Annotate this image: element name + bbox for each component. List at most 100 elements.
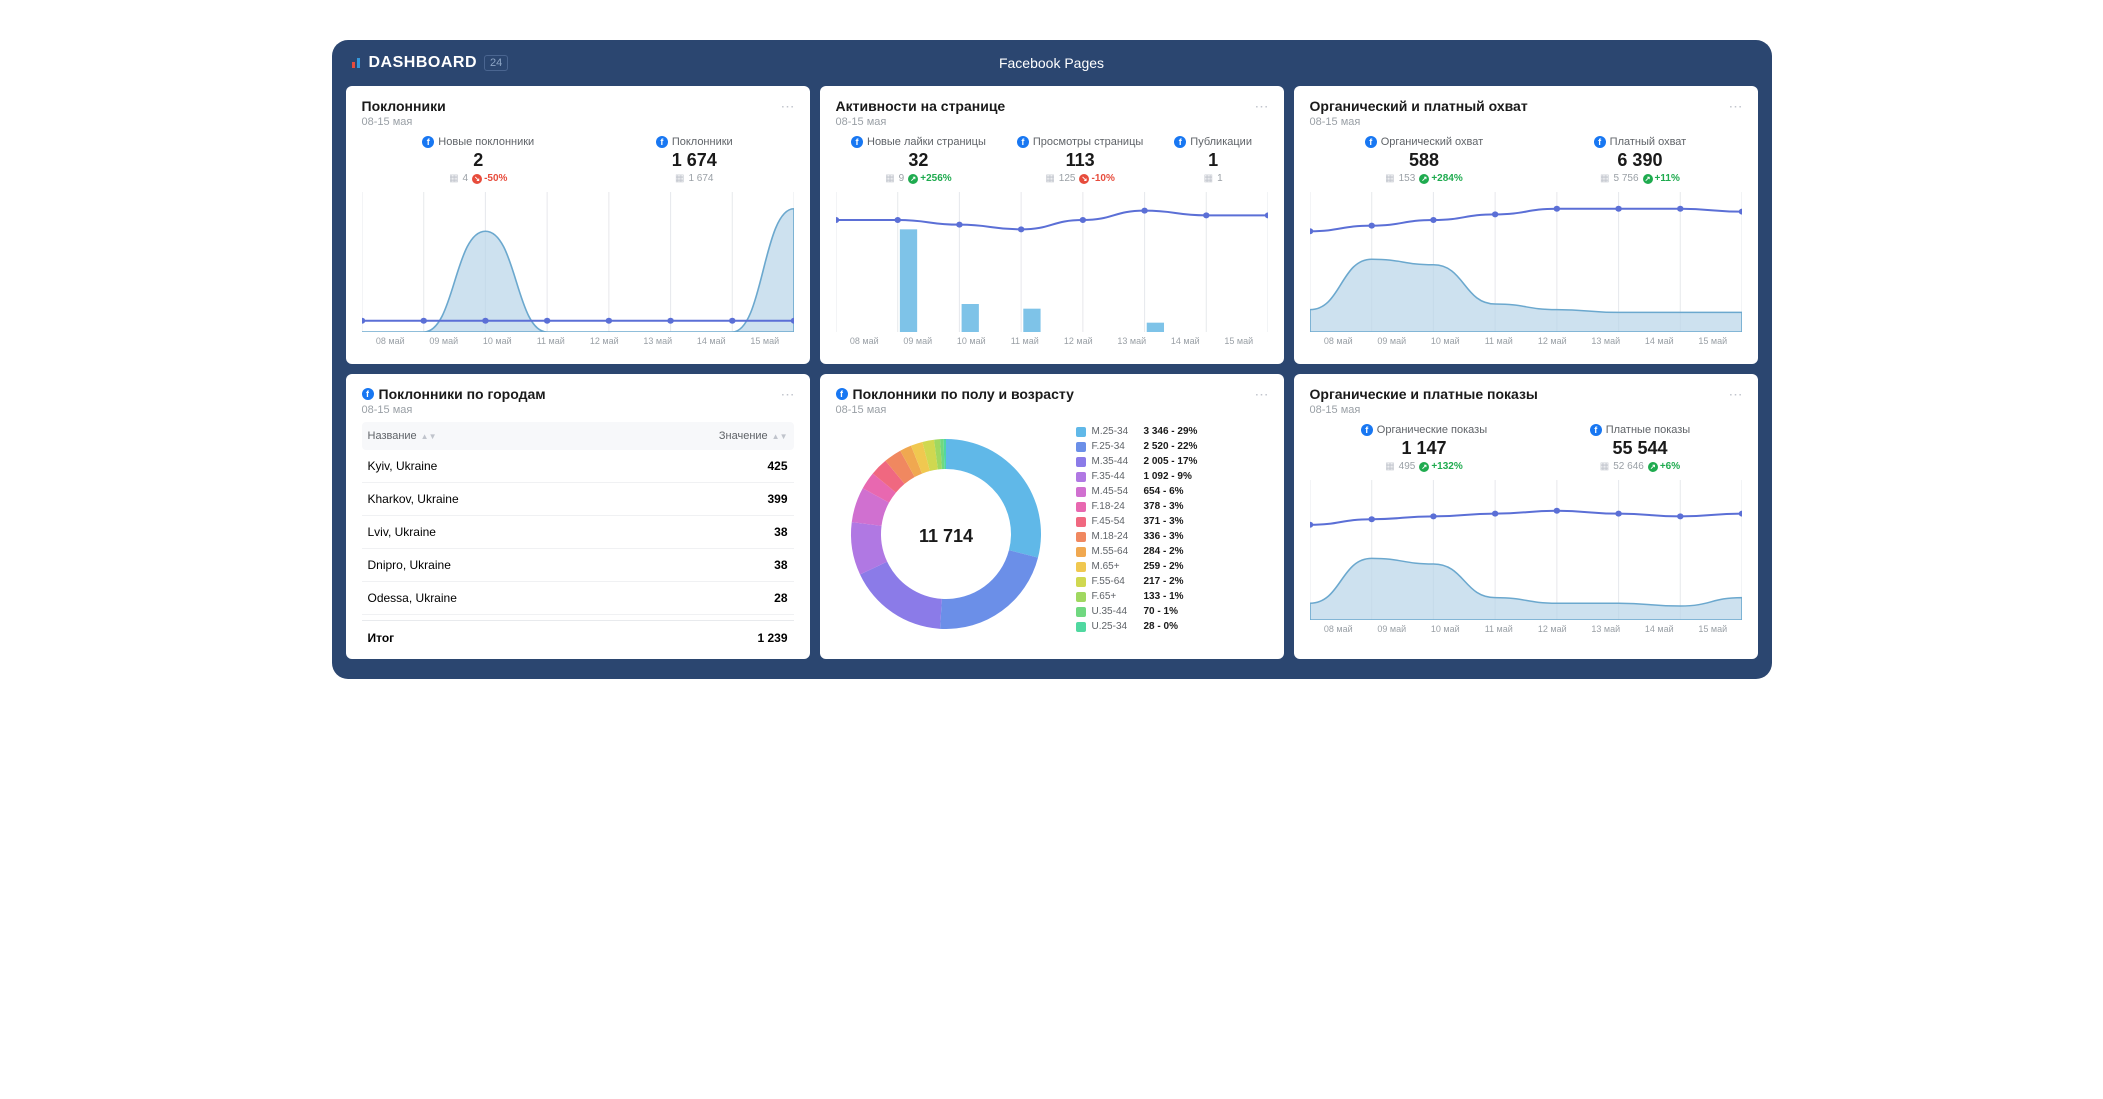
legend-label: M.35-44 [1092, 456, 1138, 467]
legend-label: U.35-44 [1092, 606, 1138, 617]
card-menu-icon[interactable]: ⋯ [1255, 98, 1270, 115]
legend-swatch [1076, 622, 1086, 632]
legend-label: M.45-54 [1092, 486, 1138, 497]
metrics-row: fОрганические показы1 147▦495 ↗+132%fПла… [1310, 424, 1742, 472]
svg-text:11 714: 11 714 [918, 526, 972, 546]
metric: fОрганический охват588▦153 ↗+284% [1365, 136, 1483, 184]
legend-label: F.55-64 [1092, 576, 1138, 587]
legend-value: 70 - 1% [1144, 606, 1178, 617]
card-grid: ⋯ Поклонники 08-15 мая fНовые поклонники… [332, 86, 1772, 659]
donut-container: 11 714 M.25-343 346 - 29%F.25-342 520 - … [836, 424, 1268, 639]
axis-label: 14 май [1633, 624, 1687, 634]
legend-row: U.25-3428 - 0% [1076, 619, 1268, 634]
legend-value: 654 - 6% [1144, 486, 1184, 497]
legend-row: M.18-24336 - 3% [1076, 529, 1268, 544]
donut-legend[interactable]: M.25-343 346 - 29%F.25-342 520 - 22%M.35… [1076, 424, 1268, 634]
legend-label: F.45-54 [1092, 516, 1138, 527]
card-menu-icon[interactable]: ⋯ [781, 386, 796, 403]
card-menu-icon[interactable]: ⋯ [1255, 386, 1270, 403]
card-title: Активности на странице [836, 98, 1268, 114]
row-name: Kyiv, Ukraine [368, 459, 438, 473]
metric-prev: 1 [1217, 173, 1223, 184]
table-row[interactable]: Odessa, Ukraine28 [362, 582, 794, 615]
metric-prev: 125 [1059, 173, 1076, 184]
x-axis-labels: 08 май09 май10 май11 май12 май13 май14 м… [1310, 336, 1742, 346]
delta-up-icon: ↗ [1419, 462, 1429, 472]
legend-swatch [1076, 607, 1086, 617]
axis-label: 09 май [417, 336, 471, 346]
axis-label: 10 май [945, 336, 999, 346]
col-name[interactable]: Название▲▼ [368, 430, 437, 442]
card-menu-icon[interactable]: ⋯ [1729, 386, 1744, 403]
metric: fПлатный охват6 390▦5 756 ↗+11% [1594, 136, 1687, 184]
legend-row: F.35-441 092 - 9% [1076, 469, 1268, 484]
metric-label: fНовые поклонники [422, 136, 534, 148]
axis-label: 09 май [891, 336, 945, 346]
metric: fНовые лайки страницы32▦9 ↗+256% [851, 136, 986, 184]
facebook-icon: f [851, 136, 863, 148]
axis-label: 11 май [1472, 336, 1526, 346]
legend-label: M.65+ [1092, 561, 1138, 572]
legend-swatch [1076, 457, 1086, 467]
chart-area: 08 май09 май10 май11 май12 май13 май14 м… [1310, 480, 1742, 640]
axis-label: 15 май [1212, 336, 1266, 346]
metric-value: 1 [1174, 150, 1252, 171]
table-row[interactable]: Lviv, Ukraine38 [362, 516, 794, 549]
metric-label: fПлатные показы [1590, 424, 1690, 436]
card-title: Органические и платные показы [1310, 386, 1742, 402]
card-pokazy: ⋯ Органические и платные показы 08-15 ма… [1294, 374, 1758, 659]
card-title: fПоклонники по полу и возрасту [836, 386, 1268, 402]
axis-label: 08 май [838, 336, 892, 346]
legend-swatch [1076, 532, 1086, 542]
table-footer: Итог 1 239 [362, 620, 794, 647]
legend-label: M.55-64 [1092, 546, 1138, 557]
card-subtitle: 08-15 мая [836, 404, 1268, 416]
axis-label: 12 май [578, 336, 632, 346]
axis-label: 14 май [685, 336, 739, 346]
metric-prev: 4 [463, 173, 469, 184]
legend-label: F.65+ [1092, 591, 1138, 602]
axis-label: 12 май [1526, 336, 1580, 346]
col-value[interactable]: Значение▲▼ [719, 430, 788, 442]
header: DASHBOARD 24 Facebook Pages [332, 40, 1772, 86]
metric: fПубликации1▦1 [1174, 136, 1252, 184]
table-row[interactable]: Dnipro, Ukraine38 [362, 549, 794, 582]
metric: fНовые поклонники2▦4 ↘-50% [422, 136, 534, 184]
calendar-icon: ▦ [1385, 173, 1394, 184]
metrics-row: fНовые лайки страницы32▦9 ↗+256%fПросмот… [836, 136, 1268, 184]
metric-label: fОрганические показы [1361, 424, 1487, 436]
legend-row: M.65+ 259 - 2% [1076, 559, 1268, 574]
legend-value: 259 - 2% [1144, 561, 1184, 572]
facebook-icon: f [1594, 136, 1606, 148]
metric-prev: 495 [1399, 461, 1416, 472]
legend-swatch [1076, 502, 1086, 512]
calendar-icon: ▦ [675, 173, 684, 184]
logo[interactable]: DASHBOARD 24 [352, 54, 509, 72]
facebook-icon: f [1361, 424, 1373, 436]
footer-label: Итог [368, 631, 395, 645]
card-goroda: ⋯ fПоклонники по городам 08-15 мая Назва… [346, 374, 810, 659]
logo-text: DASHBOARD [369, 54, 478, 72]
metric-label: fПоклонники [656, 136, 733, 148]
metric-value: 55 544 [1590, 438, 1690, 459]
metric-label: fНовые лайки страницы [851, 136, 986, 148]
metric-label: fОрганический охват [1365, 136, 1483, 148]
legend-value: 1 092 - 9% [1144, 471, 1192, 482]
axis-label: 09 май [1365, 624, 1419, 634]
legend-swatch [1076, 442, 1086, 452]
row-name: Kharkov, Ukraine [368, 492, 459, 506]
legend-row: M.25-343 346 - 29% [1076, 424, 1268, 439]
delta-up-icon: ↗ [908, 174, 918, 184]
legend-label: M.25-34 [1092, 426, 1138, 437]
metric-value: 32 [851, 150, 986, 171]
delta-up-icon: ↗ [1419, 174, 1429, 184]
metric-label: fПубликации [1174, 136, 1252, 148]
card-menu-icon[interactable]: ⋯ [1729, 98, 1744, 115]
facebook-icon: f [422, 136, 434, 148]
card-menu-icon[interactable]: ⋯ [781, 98, 796, 115]
card-subtitle: 08-15 мая [362, 116, 794, 128]
delta-down-icon: ↘ [472, 174, 482, 184]
legend-value: 133 - 1% [1144, 591, 1184, 602]
table-row[interactable]: Kharkov, Ukraine399 [362, 483, 794, 516]
table-row[interactable]: Kyiv, Ukraine425 [362, 450, 794, 483]
